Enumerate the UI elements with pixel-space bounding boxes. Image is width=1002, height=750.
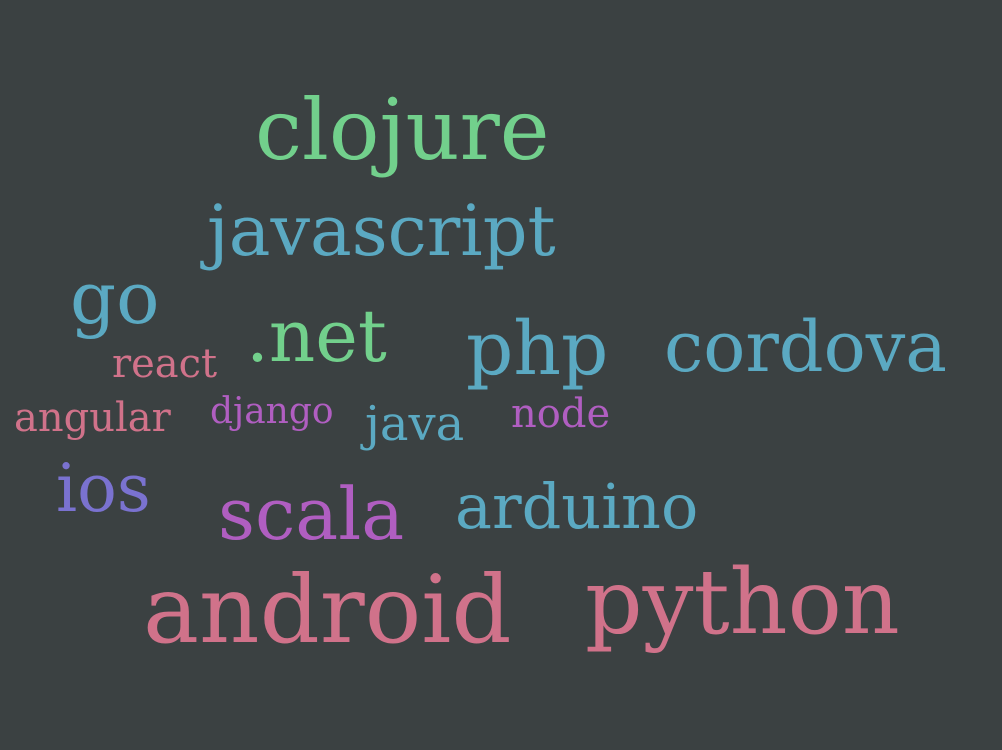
word-java[interactable]: java [365,396,465,452]
word-cordova[interactable]: cordova [664,306,948,388]
word-go[interactable]: go [70,256,160,340]
word-clojure[interactable]: clojure [255,81,550,179]
word-react[interactable]: react [112,341,218,387]
word-python[interactable]: python [585,550,900,655]
word-net[interactable]: .net [246,294,387,378]
word-scala[interactable]: scala [218,472,405,556]
word-arduino[interactable]: arduino [455,470,699,543]
word-node[interactable]: node [511,391,611,437]
word-angular[interactable]: angular [14,395,171,441]
word-ios[interactable]: ios [56,450,151,527]
word-php[interactable]: php [466,306,609,392]
word-django[interactable]: django [210,391,334,432]
word-javascript[interactable]: javascript [207,190,556,272]
word-android[interactable]: android [143,556,512,665]
